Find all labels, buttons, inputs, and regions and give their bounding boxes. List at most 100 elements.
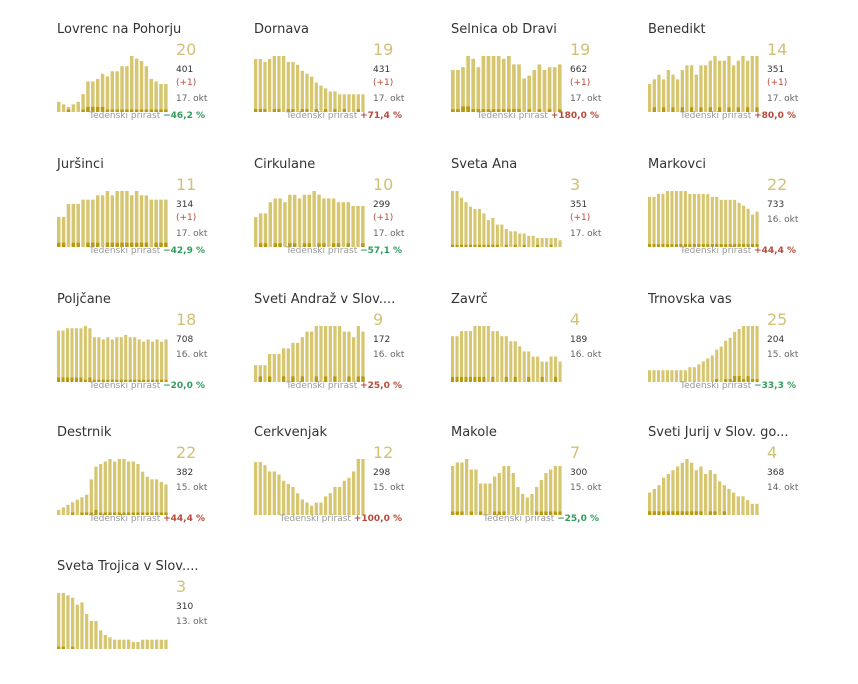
bar-new-16 bbox=[131, 512, 135, 515]
municipality-panel-3[interactable]: Benedikt 14 351 (+1) 17. okt Tedenski pr… bbox=[648, 22, 838, 147]
active-cases-value: 19 bbox=[570, 40, 591, 59]
municipality-panel-5[interactable]: Cirkulane 10 299 (+1) 17. okt Tedenski p… bbox=[254, 157, 444, 282]
bar-new-3 bbox=[662, 511, 666, 515]
bar-total-0 bbox=[57, 216, 61, 247]
bar-total-9 bbox=[99, 464, 103, 515]
municipality-panel-9[interactable]: Sveti Andraž v Slov.... 9 172 16. okt Te… bbox=[254, 292, 444, 417]
bar-total-10 bbox=[497, 473, 501, 515]
bar-new-11 bbox=[106, 379, 110, 382]
bar-new-10 bbox=[495, 244, 499, 247]
bar-total-14 bbox=[713, 473, 717, 515]
municipality-panel-8[interactable]: Poljčane 18 708 16. okt Tedenski prirast… bbox=[57, 292, 247, 417]
bar-total-3 bbox=[465, 459, 469, 515]
bar-total-16 bbox=[131, 461, 135, 515]
weekly-growth: Tedenski prirast −25,0 % bbox=[483, 514, 599, 524]
date-value: 15. okt bbox=[373, 483, 405, 493]
bar-new-8 bbox=[291, 376, 295, 382]
bar-total-15 bbox=[324, 496, 328, 515]
municipality-panel-7[interactable]: Markovci 22 733 16. okt Tedenski prirast… bbox=[648, 157, 838, 282]
bar-total-22 bbox=[155, 339, 159, 382]
municipality-panel-12[interactable]: Destrnik 22 382 15. okt Tedenski prirast… bbox=[57, 425, 247, 550]
bar-new-13 bbox=[708, 107, 712, 112]
bar-new-8 bbox=[685, 511, 689, 515]
bar-new-17 bbox=[537, 109, 542, 112]
growth-value: +25,0 % bbox=[360, 381, 402, 391]
bar-total-4 bbox=[665, 370, 669, 382]
bar-new-3 bbox=[70, 377, 74, 382]
bar-total-18 bbox=[531, 235, 535, 247]
bar-new-7 bbox=[679, 244, 683, 247]
bar-new-22 bbox=[549, 244, 553, 247]
bar-total-5 bbox=[80, 602, 84, 649]
municipality-panel-16[interactable]: Sveta Trojica v Slov.... 3 310 13. okt bbox=[57, 559, 247, 684]
municipality-panel-15[interactable]: Sveti Jurij v Slov. go... 4 368 14. okt bbox=[648, 425, 838, 550]
bar-total-18 bbox=[137, 339, 141, 382]
bar-total-3 bbox=[662, 477, 666, 515]
bar-total-22 bbox=[553, 466, 557, 515]
bar-total-8 bbox=[685, 459, 689, 515]
municipality-panel-11[interactable]: Trnovska vas 25 204 15. okt Tedenski pri… bbox=[648, 292, 838, 417]
bar-new-20 bbox=[347, 376, 351, 382]
total-cases-value: 351 bbox=[767, 65, 785, 75]
active-cases-value: 25 bbox=[767, 310, 788, 329]
bar-total-3 bbox=[268, 58, 272, 112]
bar-total-0 bbox=[254, 365, 258, 382]
bar-total-21 bbox=[557, 64, 562, 112]
bar-new-9 bbox=[496, 109, 501, 112]
bar-total-18 bbox=[338, 94, 342, 112]
bar-total-13 bbox=[117, 639, 121, 649]
municipality-panel-13[interactable]: Cerkvenjak 12 298 15. okt Tedenski prira… bbox=[254, 425, 444, 550]
bar-total-3 bbox=[662, 79, 666, 112]
bar-total-1 bbox=[652, 79, 656, 112]
bar-total-17 bbox=[530, 494, 534, 515]
municipality-panel-6[interactable]: Sveta Ana 3 351 (+1) 17. okt bbox=[451, 157, 641, 282]
bar-new-9 bbox=[99, 512, 103, 515]
bar-new-19 bbox=[342, 109, 346, 112]
bar-total-12 bbox=[113, 639, 117, 649]
bar-total-0 bbox=[451, 191, 455, 247]
bar-total-17 bbox=[139, 195, 144, 247]
bar-total-6 bbox=[86, 199, 90, 247]
bar-total-22 bbox=[164, 199, 168, 247]
bar-new-15 bbox=[130, 242, 134, 247]
municipality-panel-4[interactable]: Juršinci 11 314 (+1) 17. okt Tedenski pr… bbox=[57, 157, 247, 282]
bar-total-14 bbox=[713, 56, 717, 112]
bar-new-0 bbox=[451, 244, 455, 247]
bar-new-21 bbox=[155, 512, 159, 515]
municipality-panel-0[interactable]: Lovrenc na Pohorju 20 401 (+1) 17. okt T… bbox=[57, 22, 247, 147]
bar-new-13 bbox=[517, 109, 521, 112]
bar-new-12 bbox=[115, 242, 119, 247]
bar-total-10 bbox=[300, 499, 304, 515]
bar-total-15 bbox=[718, 481, 722, 515]
weekly-growth: Tedenski prirast −33,3 % bbox=[680, 381, 796, 391]
bar-total-8 bbox=[685, 65, 689, 112]
bar-total-6 bbox=[479, 483, 483, 515]
bar-new-13 bbox=[314, 376, 318, 382]
date-value: 16. okt bbox=[570, 350, 602, 360]
bar-total-12 bbox=[504, 229, 508, 247]
municipality-panel-1[interactable]: Dornava 19 431 (+1) 17. okt Tedenski pri… bbox=[254, 22, 444, 147]
panel-bar-chart bbox=[254, 459, 365, 515]
bar-total-12 bbox=[704, 65, 708, 112]
bar-new-20 bbox=[544, 511, 548, 515]
municipality-panel-10[interactable]: Zavrč 4 189 16. okt bbox=[451, 292, 641, 417]
bar-total-21 bbox=[356, 205, 360, 247]
bar-new-19 bbox=[145, 512, 149, 515]
bar-total-5 bbox=[81, 199, 85, 247]
bar-new-20 bbox=[150, 512, 154, 515]
bar-new-1 bbox=[652, 511, 656, 515]
bar-total-20 bbox=[154, 81, 158, 112]
bar-new-14 bbox=[713, 511, 717, 515]
weekly-growth: Tedenski prirast +44,4 % bbox=[680, 246, 796, 256]
panel-title: Benedikt bbox=[648, 22, 706, 37]
municipality-panel-2[interactable]: Selnica ob Dravi 19 662 (+1) 17. okt Ted… bbox=[451, 22, 641, 147]
bar-total-6 bbox=[83, 326, 87, 382]
bar-new-2 bbox=[656, 244, 661, 247]
bar-total-20 bbox=[544, 473, 548, 515]
bar-total-10 bbox=[300, 70, 304, 112]
municipality-panel-14[interactable]: Makole 7 300 15. okt Tedenski prirast −2… bbox=[451, 425, 641, 550]
bar-new-3 bbox=[71, 512, 75, 515]
bar-total-20 bbox=[741, 56, 745, 112]
weekly-growth: Tedenski prirast +80,0 % bbox=[680, 111, 796, 121]
bar-new-12 bbox=[512, 109, 516, 112]
